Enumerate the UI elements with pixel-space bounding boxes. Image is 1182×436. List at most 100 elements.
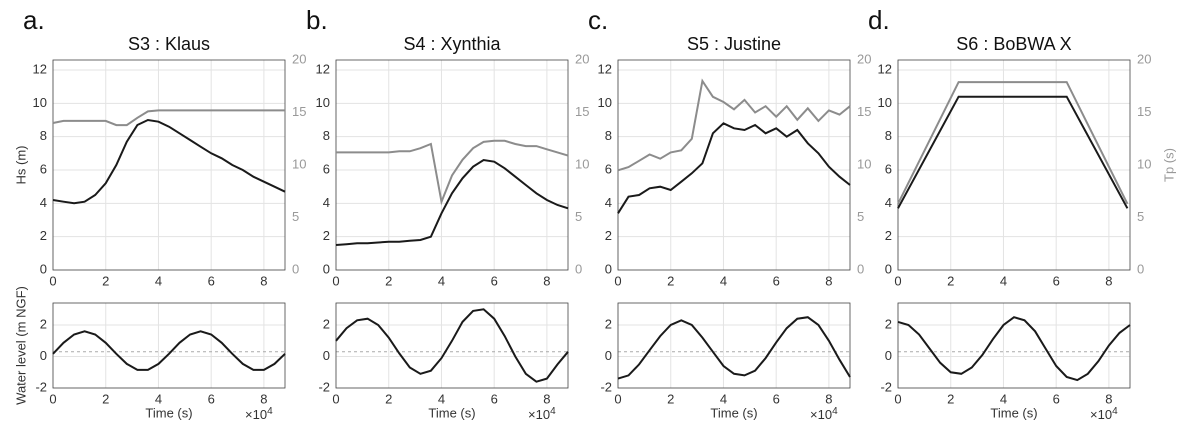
axes-box xyxy=(897,302,1131,389)
y-axis-label: Water level (m NGF) xyxy=(13,286,28,405)
series-line xyxy=(897,95,1129,209)
x-tick-label: 4 xyxy=(1000,273,1007,288)
y-tick-label: 6 xyxy=(323,161,330,176)
y-tick-label: 0 xyxy=(885,261,892,276)
series-line xyxy=(52,330,286,371)
series-line xyxy=(897,316,1131,382)
series-line xyxy=(617,122,851,214)
multiplier-base: ×10 xyxy=(1090,407,1112,422)
y-tick-label: -2 xyxy=(880,379,892,394)
y-tick-label: 10 xyxy=(33,95,47,110)
y2-tick-label: 10 xyxy=(857,156,871,171)
y2-tick-label: 20 xyxy=(575,51,589,66)
axes-box xyxy=(617,59,851,271)
multiplier-exponent: 4 xyxy=(550,406,556,417)
plot-area xyxy=(336,60,568,270)
y-tick-label: 2 xyxy=(885,316,892,331)
x-tick-label: 2 xyxy=(667,273,674,288)
y-tick-label: 0 xyxy=(885,348,892,363)
y2-tick-label: 10 xyxy=(292,156,306,171)
y2-tick-label: 0 xyxy=(1137,261,1144,276)
multiplier-exponent: 4 xyxy=(1112,406,1118,417)
x-tick-label: 2 xyxy=(102,391,109,406)
y-tick-label: 10 xyxy=(598,95,612,110)
y2-tick-label: 5 xyxy=(575,209,582,224)
x-tick-label: 6 xyxy=(773,391,780,406)
x-tick-label: 4 xyxy=(1000,391,1007,406)
series-line xyxy=(897,81,1129,205)
y-tick-label: 4 xyxy=(605,195,612,210)
x-tick-label: 0 xyxy=(614,273,621,288)
y2-tick-label: 10 xyxy=(575,156,589,171)
y2-tick-label: 5 xyxy=(1137,209,1144,224)
y2-tick-label: 15 xyxy=(1137,104,1151,119)
series-line xyxy=(617,316,851,380)
plot-area xyxy=(898,60,1130,270)
y2-tick-label: 0 xyxy=(857,261,864,276)
plot-area xyxy=(336,303,568,388)
x-multiplier: ×104 xyxy=(245,406,273,423)
panel-label: c. xyxy=(588,5,608,35)
x-tick-label: 0 xyxy=(332,391,339,406)
x-tick-label: 6 xyxy=(491,391,498,406)
x-tick-label: 0 xyxy=(894,391,901,406)
y2-tick-label: 0 xyxy=(292,261,299,276)
axes-box xyxy=(617,302,851,389)
multiplier-base: ×10 xyxy=(528,407,550,422)
y-tick-label: 0 xyxy=(323,348,330,363)
chart-title: S5 : Justine xyxy=(687,34,781,54)
y-axis-label: Hs (m) xyxy=(13,146,28,185)
panel-label: a. xyxy=(23,5,45,35)
y-tick-label: 12 xyxy=(33,61,47,76)
chart-title: S4 : Xynthia xyxy=(403,34,501,54)
plot-area xyxy=(53,303,285,388)
multiplier-base: ×10 xyxy=(810,407,832,422)
multiplier-exponent: 4 xyxy=(267,406,273,417)
x-tick-label: 4 xyxy=(438,391,445,406)
chart-title: S3 : Klaus xyxy=(128,34,210,54)
y-tick-label: 2 xyxy=(40,228,47,243)
x-tick-label: 8 xyxy=(825,391,832,406)
series-line xyxy=(52,118,286,205)
x-multiplier: ×104 xyxy=(810,406,838,423)
series-line xyxy=(52,109,285,127)
panel-label: b. xyxy=(306,5,328,35)
x-tick-label: 6 xyxy=(208,273,215,288)
panel-label: d. xyxy=(868,5,890,35)
series-line xyxy=(617,78,851,172)
y-tick-label: 12 xyxy=(878,61,892,76)
y-tick-label: 8 xyxy=(323,128,330,143)
plot-area xyxy=(618,60,850,270)
y-tick-label: 2 xyxy=(323,316,330,331)
y-tick-label: 2 xyxy=(605,228,612,243)
x-tick-label: 8 xyxy=(260,273,267,288)
x-tick-label: 0 xyxy=(49,391,56,406)
y-tick-label: 0 xyxy=(605,261,612,276)
y-tick-label: 4 xyxy=(323,195,330,210)
x-tick-label: 0 xyxy=(894,273,901,288)
x-tick-label: 6 xyxy=(208,391,215,406)
y2-tick-label: 5 xyxy=(292,209,299,224)
y-tick-label: 12 xyxy=(598,61,612,76)
x-axis-label: Time (s) xyxy=(990,405,1037,420)
x-tick-label: 6 xyxy=(491,273,498,288)
chart-title: S6 : BoBWA X xyxy=(956,34,1071,54)
y-tick-label: 2 xyxy=(605,316,612,331)
plot-area xyxy=(53,60,285,270)
x-tick-label: 4 xyxy=(720,391,727,406)
y2-tick-label: 10 xyxy=(1137,156,1151,171)
y-tick-label: 2 xyxy=(885,228,892,243)
series-line xyxy=(335,158,569,246)
x-tick-label: 4 xyxy=(155,391,162,406)
x-multiplier: ×104 xyxy=(1090,406,1118,423)
y-tick-label: 8 xyxy=(605,128,612,143)
axes-box xyxy=(335,302,569,389)
multiplier-exponent: 4 xyxy=(832,406,838,417)
y-tick-label: 2 xyxy=(40,316,47,331)
y-tick-label: -2 xyxy=(318,379,330,394)
axes-box xyxy=(897,59,1131,271)
x-tick-label: 2 xyxy=(667,391,674,406)
y2-tick-label: 0 xyxy=(575,261,582,276)
x-tick-label: 8 xyxy=(543,391,550,406)
